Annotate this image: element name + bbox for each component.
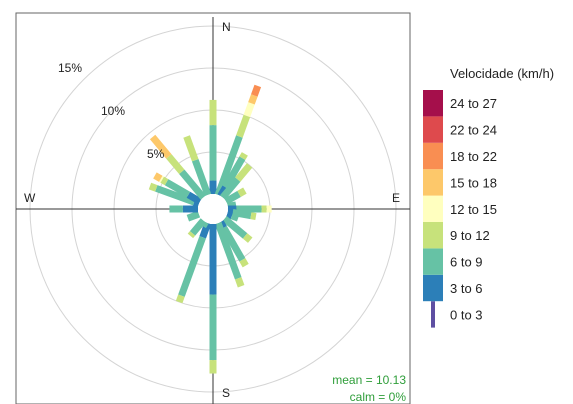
direction-220 bbox=[187, 218, 207, 239]
ring-label-15: 15% bbox=[58, 61, 82, 75]
bar-segment-40-2 bbox=[219, 177, 241, 200]
bar-segment-220-2 bbox=[189, 218, 207, 236]
compass-east-label: E bbox=[392, 191, 400, 205]
compass-west-label: W bbox=[24, 191, 36, 205]
direction-320 bbox=[149, 134, 207, 200]
bar-segment-20-3 bbox=[236, 114, 251, 138]
bar-segment-90-3 bbox=[261, 205, 267, 213]
bar-segment-60-2 bbox=[224, 190, 241, 205]
compass-south-label: S bbox=[222, 386, 230, 400]
bar-segment-270-2 bbox=[169, 205, 183, 213]
direction-20 bbox=[214, 84, 262, 197]
legend-swatch-7 bbox=[423, 116, 443, 143]
bar-segment-180-1 bbox=[209, 224, 217, 295]
legend-label-0: 0 to 3 bbox=[450, 307, 483, 322]
bar-segment-320-5 bbox=[149, 134, 172, 159]
legend-swatch-3 bbox=[423, 222, 443, 249]
direction-250 bbox=[186, 210, 201, 222]
legend-label-7: 22 to 24 bbox=[450, 123, 497, 138]
bar-segment-290-2 bbox=[155, 185, 196, 206]
legend-title: Velocidade (km/h) bbox=[450, 66, 554, 81]
bar-segment-150-2 bbox=[220, 226, 246, 262]
stat-mean: mean = 10.13 bbox=[332, 373, 406, 387]
legend-label-4: 12 to 15 bbox=[450, 202, 497, 217]
bar-segment-40-3 bbox=[235, 163, 253, 182]
legend-swatch-6 bbox=[423, 142, 443, 170]
legend-label-8: 24 to 27 bbox=[450, 96, 497, 111]
direction-300 bbox=[153, 172, 202, 205]
bar-segment-90-4 bbox=[266, 205, 272, 213]
ring-label-10: 10% bbox=[101, 104, 125, 118]
legend: 0 to 3 3 to 6 6 to 9 9 to 12 12 to 15 15 to 1… bbox=[423, 90, 497, 328]
bar-segment-270-1 bbox=[182, 205, 198, 213]
bar-segment-290-3 bbox=[148, 182, 158, 192]
bar-segment-340-2 bbox=[191, 158, 212, 197]
legend-swatch-8 bbox=[423, 90, 443, 117]
bar-segment-200-1 bbox=[199, 221, 212, 239]
bar-segment-300-1 bbox=[186, 191, 202, 205]
bar-segment-300-4 bbox=[158, 175, 164, 183]
legend-label-5: 15 to 18 bbox=[450, 175, 497, 190]
ring-label-5: 5% bbox=[147, 147, 165, 161]
direction-160 bbox=[214, 221, 245, 288]
bar-segment-30-3 bbox=[239, 152, 248, 160]
direction-270 bbox=[169, 205, 198, 213]
legend-swatch-0 bbox=[431, 301, 435, 328]
bar-segment-110-2 bbox=[230, 212, 240, 222]
bar-segment-200-3 bbox=[175, 294, 185, 304]
bar-segment-180-2 bbox=[209, 294, 217, 361]
bar-segment-0-3 bbox=[209, 99, 217, 126]
direction-340 bbox=[183, 135, 212, 197]
calm-center bbox=[198, 194, 228, 224]
bar-segment-200-2 bbox=[178, 236, 206, 297]
direction-200 bbox=[175, 221, 212, 304]
legend-swatch-1 bbox=[423, 274, 443, 302]
bar-segment-30-2 bbox=[222, 156, 246, 190]
bar-segment-340-3 bbox=[183, 135, 199, 162]
direction-180 bbox=[209, 224, 217, 374]
legend-swatch-2 bbox=[423, 248, 443, 275]
bar-segment-20-4 bbox=[243, 102, 255, 118]
legend-swatch-4 bbox=[423, 195, 443, 222]
bar-segment-160-2 bbox=[214, 221, 242, 280]
bar-segment-150-3 bbox=[239, 258, 249, 268]
bar-segment-300-2 bbox=[164, 179, 191, 198]
bar-segment-130-3 bbox=[242, 233, 253, 243]
bar-segment-100-3 bbox=[250, 212, 257, 221]
bar-segment-20-2 bbox=[214, 135, 243, 197]
legend-label-1: 3 to 6 bbox=[450, 281, 483, 296]
bar-segment-250-2 bbox=[186, 210, 201, 222]
direction-130 bbox=[222, 215, 253, 243]
legend-label-6: 18 to 22 bbox=[450, 149, 497, 164]
legend-label-2: 6 to 9 bbox=[450, 255, 483, 270]
bar-segment-300-3 bbox=[160, 176, 169, 186]
legend-label-3: 9 to 12 bbox=[450, 228, 490, 243]
bar-segment-300-5 bbox=[153, 172, 163, 182]
bar-segment-160-3 bbox=[234, 277, 245, 288]
direction-40 bbox=[219, 163, 253, 200]
bar-segment-20-5 bbox=[248, 94, 258, 105]
legend-swatch-5 bbox=[423, 169, 443, 196]
bar-segment-320-3 bbox=[166, 154, 185, 175]
bar-segment-0-2 bbox=[209, 125, 217, 181]
bar-segment-180-3 bbox=[209, 360, 217, 374]
bar-segment-220-3 bbox=[187, 231, 196, 239]
bar-segment-130-2 bbox=[222, 215, 248, 239]
bar-segment-320-2 bbox=[179, 169, 207, 200]
bar-segment-0-1 bbox=[209, 180, 217, 194]
bar-segment-60-3 bbox=[237, 187, 247, 197]
direction-60 bbox=[224, 187, 247, 205]
rose-bars bbox=[148, 84, 272, 374]
bar-segment-20-6 bbox=[251, 84, 262, 97]
direction-0 bbox=[209, 99, 217, 194]
compass-north-label: N bbox=[222, 20, 231, 34]
stat-calm: calm = 0% bbox=[350, 390, 407, 404]
